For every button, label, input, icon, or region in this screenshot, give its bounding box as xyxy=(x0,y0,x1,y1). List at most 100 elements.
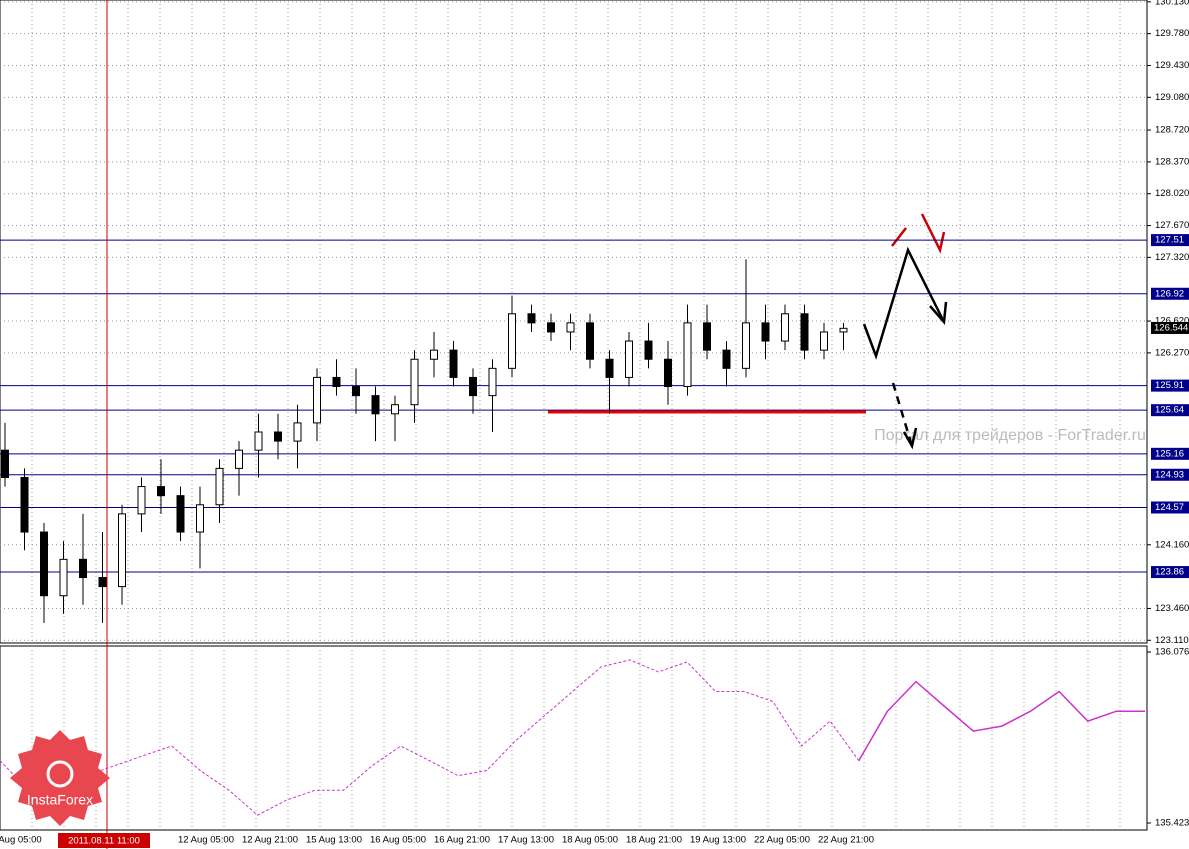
x-tick-label: 12 Aug 21:00 xyxy=(242,835,298,846)
candle-body xyxy=(254,431,263,451)
x-tick-label: 12 Aug 05:00 xyxy=(178,835,234,846)
candle-body xyxy=(839,327,848,333)
candle-body xyxy=(761,322,770,342)
x-tick-label: 17 Aug 13:00 xyxy=(498,835,554,846)
y-tick-label: 129.430 xyxy=(1155,60,1189,71)
y-tick-label: 126.620 xyxy=(1155,316,1189,327)
level-box xyxy=(1151,404,1189,417)
x-tick-label: 22 Aug 05:00 xyxy=(754,835,810,846)
level-box xyxy=(1151,468,1189,481)
level-label: 123.86 xyxy=(1155,567,1184,578)
x-tick-label: 15 Aug 13:00 xyxy=(306,835,362,846)
candle-body xyxy=(40,531,48,597)
y-tick-label: 130.130 xyxy=(1155,0,1189,7)
candle-body xyxy=(137,486,146,515)
price-label: 126.544 xyxy=(1154,322,1188,333)
level-label: 125.64 xyxy=(1155,405,1184,416)
candle-body xyxy=(820,331,828,351)
y-tick-label: 128.370 xyxy=(1155,156,1189,167)
level-box xyxy=(1151,379,1189,392)
candle-body xyxy=(196,504,204,533)
main-pane xyxy=(0,0,1148,644)
y-tick-label: 123.460 xyxy=(1155,603,1189,614)
y-tick-label: 127.670 xyxy=(1155,220,1189,231)
x-tick-label: Aug 05:00 xyxy=(0,835,42,846)
candle-body xyxy=(547,322,555,333)
candle-body xyxy=(371,395,380,415)
candle-body xyxy=(1,449,9,478)
candle-body xyxy=(605,358,614,378)
y-tick-label: 123.110 xyxy=(1155,635,1189,646)
crosshair-label: 2011.08.11 11:00 xyxy=(68,836,140,847)
candle-body xyxy=(449,349,458,378)
candle-body xyxy=(664,358,672,388)
candle-body xyxy=(781,313,789,342)
osc-tick-label: 136.076 xyxy=(1155,647,1189,658)
level-box xyxy=(1151,447,1189,460)
candle-body xyxy=(527,313,536,324)
candle-body xyxy=(722,349,731,369)
candle-body xyxy=(508,313,516,369)
logo-text: InstaForex xyxy=(27,792,93,808)
candle-body xyxy=(586,322,594,360)
candle-body xyxy=(800,313,809,351)
candle-body xyxy=(469,376,477,397)
candle-body xyxy=(566,322,575,333)
candle-body xyxy=(703,322,711,351)
x-tick-label: 19 Aug 13:00 xyxy=(690,835,746,846)
level-label: 124.93 xyxy=(1155,469,1184,480)
candle-body xyxy=(79,558,87,579)
x-tick-label: 22 Aug 21:00 xyxy=(818,835,874,846)
candle-body xyxy=(352,386,360,397)
level-box xyxy=(1151,566,1189,579)
candle-body xyxy=(235,449,243,469)
candle-body xyxy=(118,513,126,588)
x-tick-label: 18 Aug 21:00 xyxy=(626,835,682,846)
candle-body xyxy=(488,367,497,397)
oscillator-pane xyxy=(0,645,1148,831)
osc-line xyxy=(858,680,1145,762)
level-label: 125.91 xyxy=(1155,380,1184,391)
candle-body xyxy=(215,467,224,506)
y-tick-label: 128.020 xyxy=(1155,188,1189,199)
y-tick-label: 126.270 xyxy=(1155,347,1189,358)
level-box xyxy=(1151,234,1189,247)
candle-body xyxy=(332,376,341,388)
price-box xyxy=(1151,321,1189,334)
candle-body xyxy=(98,577,107,588)
candle-body xyxy=(293,422,302,442)
candle-body xyxy=(625,340,633,378)
y-tick-label: 129.780 xyxy=(1155,28,1189,39)
level-label: 127.51 xyxy=(1155,235,1184,246)
candle-body xyxy=(59,558,68,597)
level-box xyxy=(1151,501,1189,514)
x-tick-label: 16 Aug 05:00 xyxy=(370,835,426,846)
candle-body xyxy=(157,486,165,497)
y-tick-label: 129.080 xyxy=(1155,92,1189,103)
level-box xyxy=(1151,287,1189,300)
candle-body xyxy=(20,476,29,533)
candle-body xyxy=(683,322,692,388)
y-tick-label: 124.160 xyxy=(1155,539,1189,550)
crosshair-box xyxy=(58,833,150,848)
level-label: 124.57 xyxy=(1155,502,1184,513)
candle-body xyxy=(410,358,419,406)
osc-tick-label: 135.423 xyxy=(1155,818,1189,829)
candle-body xyxy=(742,322,750,369)
y-tick-label: 128.720 xyxy=(1155,125,1189,136)
x-tick-label: 18 Aug 05:00 xyxy=(562,835,618,846)
logo: InstaForex xyxy=(10,730,110,826)
candle-body xyxy=(391,404,399,415)
level-label: 126.92 xyxy=(1155,288,1184,299)
candle-body xyxy=(430,349,438,360)
level-label: 125.16 xyxy=(1155,448,1184,459)
x-tick-label: 16 Aug 21:00 xyxy=(434,835,490,846)
osc-line xyxy=(0,659,860,816)
forecast-arrows xyxy=(862,213,948,450)
candle-body xyxy=(274,431,282,442)
candle-body xyxy=(176,495,185,533)
y-tick-label: 127.320 xyxy=(1155,252,1189,263)
candle-body xyxy=(644,340,653,360)
watermark: Портал для трейдеров - ForTrader.ru xyxy=(874,427,1146,444)
